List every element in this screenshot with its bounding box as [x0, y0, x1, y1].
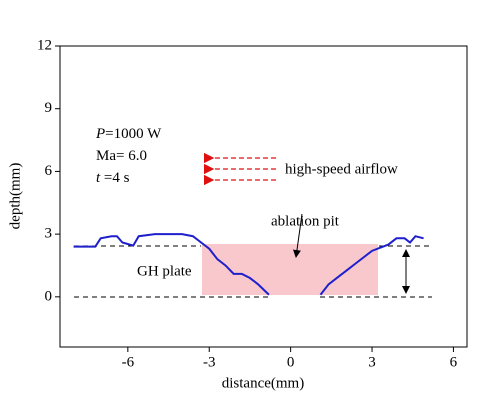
x-axis-label: distance(mm) — [222, 375, 304, 391]
parameter-text: =4 s — [100, 170, 129, 186]
y-axis-label: depth(mm) — [7, 163, 23, 230]
y-tick-label: 9 — [45, 100, 53, 116]
parameter: t =4 s — [96, 170, 130, 186]
pit-label: ablation pit — [271, 213, 340, 229]
y-tick-label: 6 — [45, 163, 53, 179]
x-tick-label: 6 — [450, 354, 458, 370]
parameter-symbol: t — [96, 170, 101, 186]
y-tick-label: 0 — [45, 288, 53, 304]
parameter-text: Ma= 6.0 — [96, 148, 147, 164]
plate-label: GH plate — [137, 263, 192, 279]
parameter: P=1000 W — [95, 126, 162, 142]
x-tick-label: 0 — [287, 354, 295, 370]
plot-frame — [59, 45, 468, 348]
parameter-text: =1000 W — [105, 126, 162, 142]
airflow-arrows — [203, 152, 276, 186]
y-tick-label: 3 — [45, 226, 53, 242]
parameter-symbol: P — [95, 126, 105, 142]
airflow-label: high-speed airflow — [285, 161, 398, 177]
x-tick-label: -6 — [122, 354, 135, 370]
x-tick-label: 3 — [368, 354, 376, 370]
pit-arrow — [293, 213, 303, 258]
x-tick-label: -3 — [203, 354, 216, 370]
profile-line — [73, 233, 424, 296]
parameter: Ma= 6.0 — [96, 148, 147, 164]
y-tick-label: 12 — [37, 37, 52, 53]
